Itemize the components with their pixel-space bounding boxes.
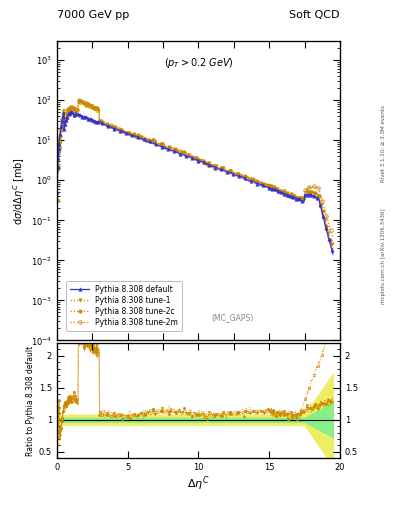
Pythia 8.308 tune-1 bbox=[58, 129, 63, 135]
Text: Soft QCD: Soft QCD bbox=[290, 10, 340, 20]
Line: Pythia 8.308 tune-2c: Pythia 8.308 tune-2c bbox=[55, 98, 334, 251]
Pythia 8.308 tune-2m bbox=[55, 197, 60, 203]
Pythia 8.308 tune-2m bbox=[331, 235, 335, 241]
Line: Pythia 8.308 tune-1: Pythia 8.308 tune-1 bbox=[55, 97, 334, 251]
Line: Pythia 8.308 tune-2m: Pythia 8.308 tune-2m bbox=[55, 98, 334, 240]
Pythia 8.308 default bbox=[326, 235, 331, 241]
Pythia 8.308 tune-1 bbox=[301, 196, 306, 202]
Pythia 8.308 tune-2c bbox=[331, 246, 335, 252]
Pythia 8.308 default bbox=[55, 189, 60, 195]
Pythia 8.308 default bbox=[297, 196, 301, 202]
Pythia 8.308 tune-2c bbox=[58, 130, 63, 136]
Text: mcplots.cern.ch [arXiv:1306.3436]: mcplots.cern.ch [arXiv:1306.3436] bbox=[381, 208, 386, 304]
Text: 7000 GeV pp: 7000 GeV pp bbox=[57, 10, 129, 20]
Pythia 8.308 tune-2c bbox=[301, 196, 306, 202]
Y-axis label: Ratio to Pythia 8.308 default: Ratio to Pythia 8.308 default bbox=[26, 346, 35, 456]
Legend: Pythia 8.308 default, Pythia 8.308 tune-1, Pythia 8.308 tune-2c, Pythia 8.308 tu: Pythia 8.308 default, Pythia 8.308 tune-… bbox=[66, 281, 182, 331]
Pythia 8.308 tune-2c bbox=[94, 106, 98, 112]
Text: $(p_T > 0.2$ GeV$)$: $(p_T > 0.2$ GeV$)$ bbox=[163, 56, 233, 70]
Pythia 8.308 tune-2m bbox=[301, 195, 306, 201]
Pythia 8.308 default bbox=[174, 149, 178, 155]
Pythia 8.308 tune-2c bbox=[55, 198, 60, 204]
Pythia 8.308 tune-2m bbox=[297, 196, 301, 202]
Text: Rivet 3.1.10; ≥ 3.3M events: Rivet 3.1.10; ≥ 3.3M events bbox=[381, 105, 386, 182]
Text: (MC_GAPS): (MC_GAPS) bbox=[211, 313, 253, 323]
Y-axis label: d$\sigma$/d$\Delta\eta^C$ [mb]: d$\sigma$/d$\Delta\eta^C$ [mb] bbox=[11, 157, 27, 225]
Pythia 8.308 tune-2c bbox=[77, 97, 81, 103]
Pythia 8.308 tune-1 bbox=[55, 198, 60, 204]
Pythia 8.308 default bbox=[68, 108, 73, 114]
Pythia 8.308 tune-2c bbox=[297, 195, 301, 201]
Pythia 8.308 default bbox=[94, 118, 98, 124]
Line: Pythia 8.308 default: Pythia 8.308 default bbox=[55, 110, 334, 255]
Pythia 8.308 tune-1 bbox=[331, 246, 335, 252]
Pythia 8.308 tune-1 bbox=[326, 232, 331, 238]
Pythia 8.308 tune-2c bbox=[326, 231, 331, 237]
Pythia 8.308 tune-2m bbox=[326, 221, 331, 227]
Pythia 8.308 tune-2m bbox=[78, 97, 83, 103]
Pythia 8.308 tune-1 bbox=[297, 194, 301, 200]
Pythia 8.308 tune-1 bbox=[94, 105, 98, 112]
Pythia 8.308 tune-2m bbox=[58, 128, 63, 134]
Pythia 8.308 tune-2m bbox=[174, 147, 178, 153]
Pythia 8.308 tune-2c bbox=[174, 147, 178, 154]
Pythia 8.308 tune-1 bbox=[174, 146, 178, 153]
Pythia 8.308 default bbox=[331, 251, 335, 257]
Pythia 8.308 tune-2m bbox=[94, 105, 98, 112]
Pythia 8.308 default bbox=[301, 198, 306, 204]
Pythia 8.308 default bbox=[58, 126, 63, 132]
Pythia 8.308 tune-1 bbox=[77, 96, 81, 102]
X-axis label: $\Delta\eta^C$: $\Delta\eta^C$ bbox=[187, 475, 210, 494]
